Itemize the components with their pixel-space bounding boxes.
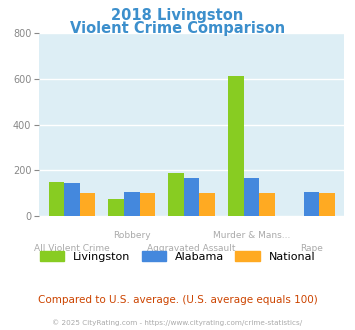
Text: Rape: Rape: [300, 244, 323, 253]
Bar: [319, 193, 335, 216]
Text: Murder & Mans...: Murder & Mans...: [213, 231, 290, 240]
Text: 2018 Livingston: 2018 Livingston: [111, 8, 244, 23]
Bar: [244, 179, 260, 216]
Text: Compared to U.S. average. (U.S. average equals 100): Compared to U.S. average. (U.S. average …: [38, 295, 317, 305]
Text: Robbery: Robbery: [113, 231, 151, 240]
Text: © 2025 CityRating.com - https://www.cityrating.com/crime-statistics/: © 2025 CityRating.com - https://www.city…: [53, 319, 302, 326]
Bar: [184, 179, 200, 216]
Bar: [80, 193, 95, 216]
Bar: [64, 183, 80, 216]
Bar: [140, 193, 155, 216]
Bar: [260, 193, 275, 216]
Bar: [124, 192, 140, 216]
Bar: [49, 182, 64, 216]
Legend: Livingston, Alabama, National: Livingston, Alabama, National: [35, 247, 320, 267]
Text: Aggravated Assault: Aggravated Assault: [147, 244, 236, 253]
Text: Violent Crime Comparison: Violent Crime Comparison: [70, 21, 285, 36]
Bar: [168, 173, 184, 216]
Text: All Violent Crime: All Violent Crime: [34, 244, 110, 253]
Bar: [200, 193, 215, 216]
Bar: [109, 199, 124, 216]
Bar: [228, 77, 244, 216]
Bar: [304, 192, 319, 216]
